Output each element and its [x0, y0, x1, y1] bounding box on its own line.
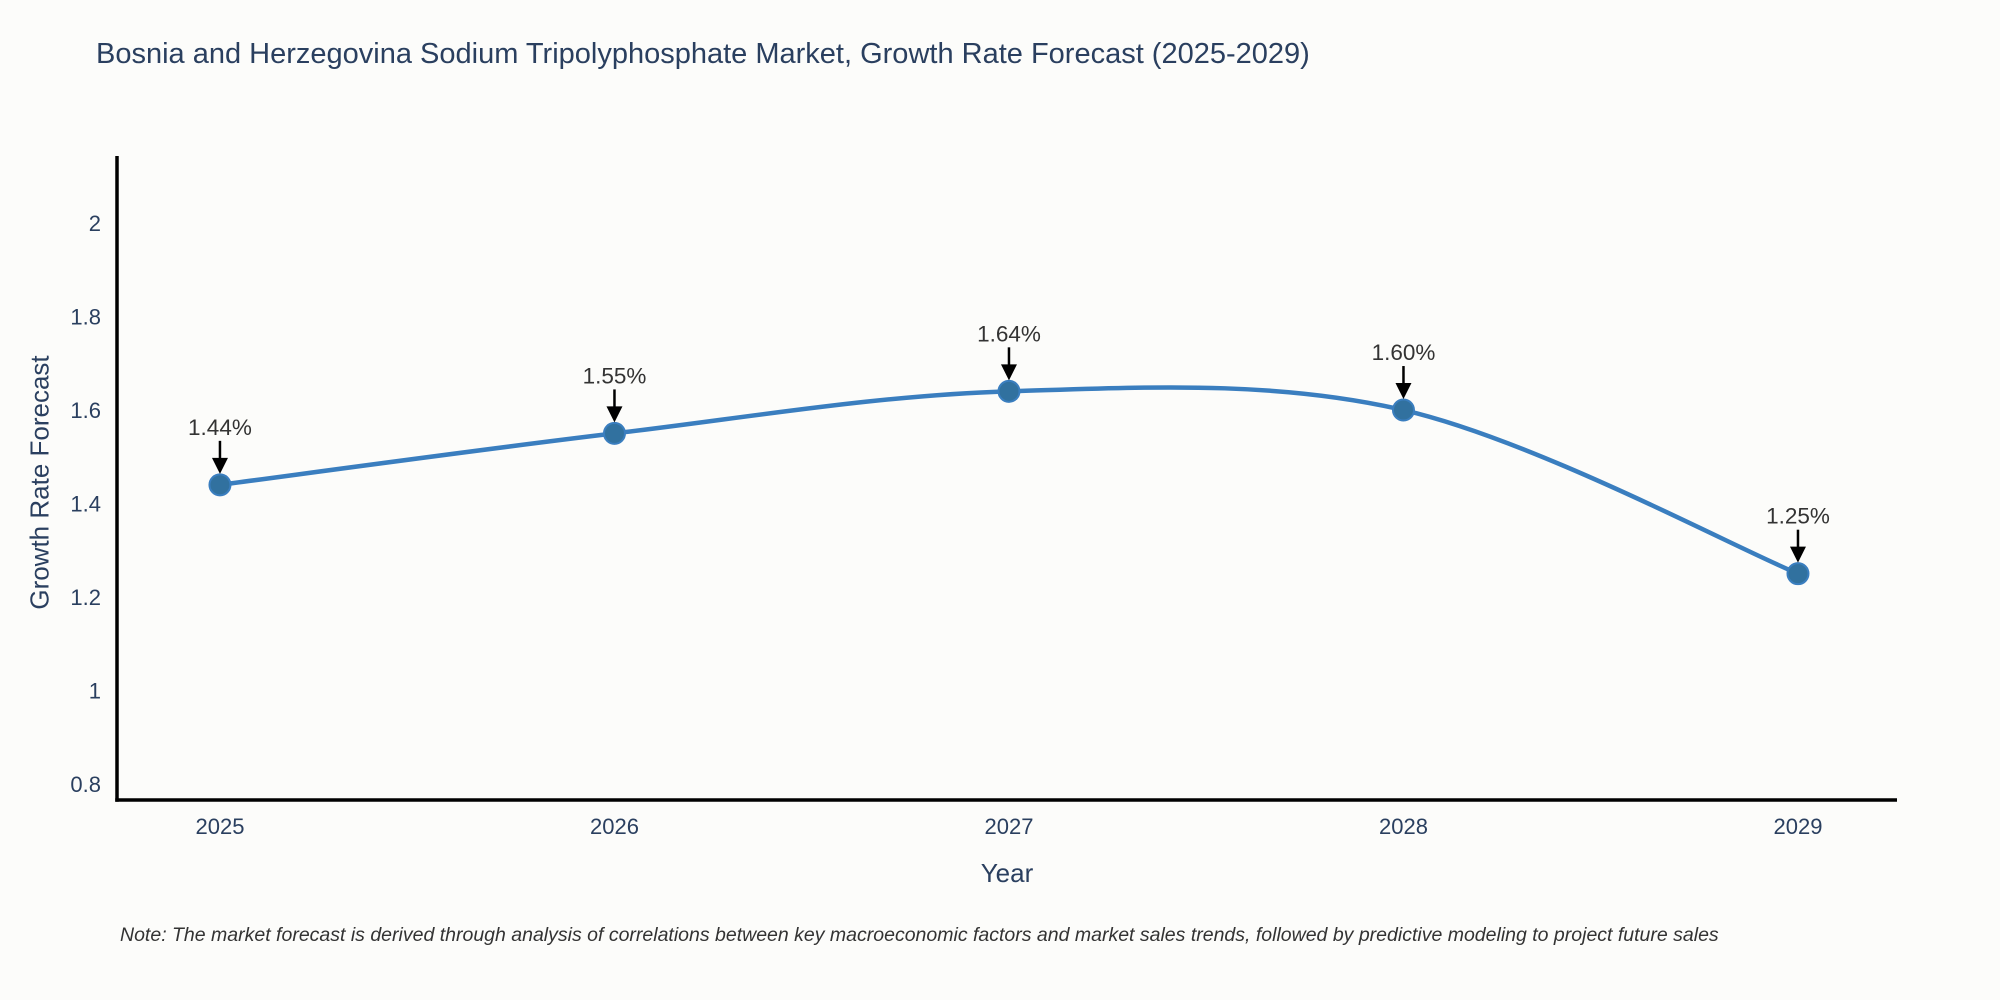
point-annotation: 1.60% — [1372, 340, 1436, 365]
point-annotation: 1.55% — [583, 363, 647, 388]
y-tick-label: 1.4 — [70, 492, 101, 517]
data-point-2025[interactable] — [208, 473, 232, 497]
x-tick-label: 2028 — [1379, 814, 1428, 839]
y-tick-label: 1 — [89, 679, 101, 704]
annotation-arrowhead-icon — [606, 406, 623, 423]
annotation-arrowhead-icon — [1000, 364, 1017, 381]
point-annotation: 1.64% — [977, 321, 1041, 346]
point-annotation: 1.44% — [188, 415, 252, 440]
x-axis-title: Year — [980, 858, 1034, 888]
footnote: Note: The market forecast is derived thr… — [120, 924, 1719, 946]
forecast-line — [217, 385, 1801, 576]
point-annotation: 1.25% — [1766, 504, 1830, 529]
x-tick-label: 2026 — [590, 814, 639, 839]
annotation-arrowhead-icon — [1789, 546, 1806, 563]
annotation-arrowhead-icon — [211, 457, 228, 474]
y-tick-label: 2 — [89, 211, 101, 236]
data-point-2028[interactable] — [1391, 398, 1415, 422]
x-tick-label: 2027 — [984, 814, 1033, 839]
y-tick-label: 1.2 — [70, 585, 101, 610]
chart-title: Bosnia and Herzegovina Sodium Tripolypho… — [96, 38, 1310, 70]
y-tick-label: 1.8 — [70, 305, 101, 330]
data-point-2027[interactable] — [997, 379, 1021, 403]
y-tick-label: 0.8 — [70, 772, 101, 797]
data-point-2026[interactable] — [602, 421, 626, 445]
x-tick-label: 2029 — [1774, 814, 1823, 839]
annotation-arrowhead-icon — [1395, 383, 1412, 400]
data-point-2029[interactable] — [1786, 562, 1810, 586]
x-tick-label: 2025 — [195, 814, 244, 839]
y-tick-label: 1.6 — [70, 398, 101, 423]
